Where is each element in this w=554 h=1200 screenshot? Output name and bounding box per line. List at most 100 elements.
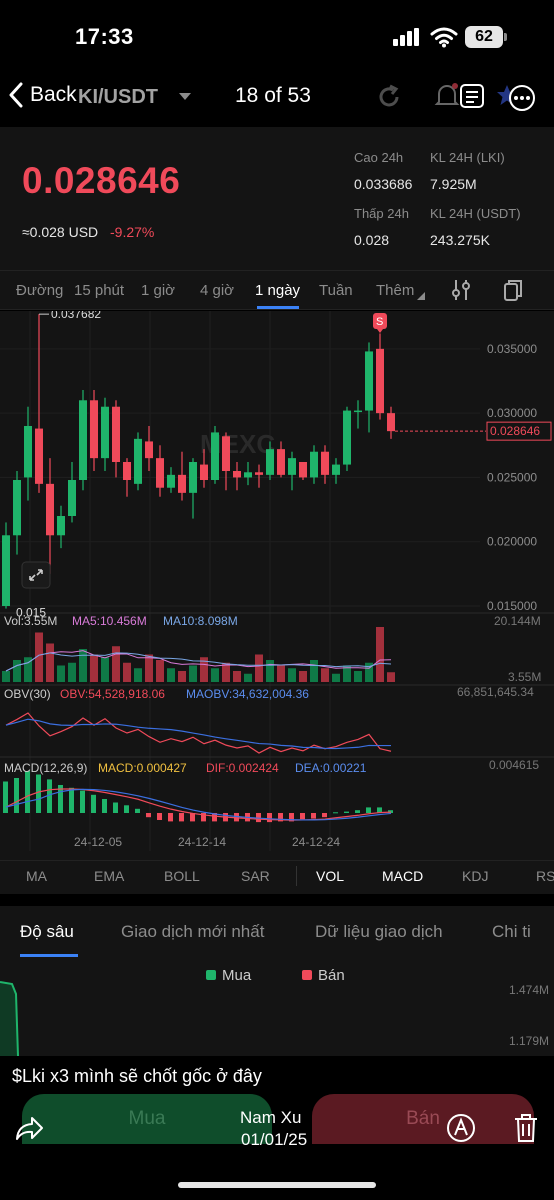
candle-body-13 xyxy=(145,441,153,459)
y-tick-1: 0.030000 xyxy=(487,406,537,420)
expand-icon[interactable] xyxy=(21,561,51,589)
settings-sliders-icon[interactable] xyxy=(451,279,471,301)
image-counter: 18 of 53 xyxy=(235,84,311,107)
macd-bar-17 xyxy=(190,813,195,822)
volume-bar-26 xyxy=(288,668,296,682)
tab-15m[interactable]: 15 phút xyxy=(74,282,125,299)
depth-tick-2: 1.179M xyxy=(509,1034,550,1048)
candle-body-9 xyxy=(101,406,109,459)
trash-icon[interactable] xyxy=(513,1113,539,1143)
dif-line xyxy=(5,788,392,821)
obv-top-tick: 66,851,645.34 xyxy=(457,685,534,699)
volume-bar-9 xyxy=(101,657,109,682)
x-tick-0: 24-12-05 xyxy=(74,835,122,849)
tab-latest-trades[interactable]: Giao dịch mới nhất xyxy=(121,922,265,941)
macd-bar-0 xyxy=(3,781,8,813)
ind-vol[interactable]: VOL xyxy=(316,868,345,884)
macd-bar-13 xyxy=(146,813,151,818)
candle-body-8 xyxy=(90,400,98,459)
macd-bar-7 xyxy=(80,790,85,813)
candle-body-15 xyxy=(167,474,175,488)
document-list-icon[interactable] xyxy=(458,82,486,110)
macd-bar-18 xyxy=(201,813,206,822)
ind-boll[interactable]: BOLL xyxy=(164,868,200,884)
ind-macd[interactable]: MACD xyxy=(382,868,424,884)
high-24h-label: Cao 24h xyxy=(354,150,404,165)
markup-icon[interactable] xyxy=(446,1113,476,1143)
candle-body-31 xyxy=(343,410,351,465)
sell-button[interactable]: Bán xyxy=(312,1094,534,1144)
obv-value: OBV:54,528,918.06 xyxy=(60,687,165,701)
y-tick-2: 0.025000 xyxy=(487,470,537,484)
macd-bar-10 xyxy=(113,802,118,813)
chevron-left-icon xyxy=(9,82,23,108)
more-options-icon[interactable] xyxy=(508,84,536,112)
candle-body-29 xyxy=(321,451,329,475)
timeframe-bar xyxy=(0,270,554,310)
ind-rsi[interactable]: RS xyxy=(536,868,554,884)
dif-value: DIF:0.002424 xyxy=(206,761,279,775)
refresh-icon[interactable] xyxy=(376,84,402,110)
ind-ema[interactable]: EMA xyxy=(94,868,125,884)
battery-indicator: 62 xyxy=(465,26,503,48)
tab-1h[interactable]: 1 giờ xyxy=(141,282,176,299)
vol-usdt-value: 243.275K xyxy=(430,232,490,248)
macd-bar-8 xyxy=(91,794,96,813)
caret-down-icon[interactable] xyxy=(178,92,192,102)
home-indicator[interactable] xyxy=(178,1182,376,1188)
tab-week[interactable]: Tuần xyxy=(319,282,353,299)
macd-bar-15 xyxy=(168,813,173,822)
macd-top-tick: 0.004615 xyxy=(489,758,540,772)
tab-4h[interactable]: 4 giờ xyxy=(200,282,235,299)
vol-lki-label: KL 24H (LKI) xyxy=(430,150,505,165)
volume-bar-21 xyxy=(233,671,241,682)
volume-bar-34 xyxy=(376,627,384,682)
x-tick-2: 24-12-24 xyxy=(292,835,340,849)
max-price-label: 0.037682 xyxy=(51,311,101,321)
candle-body-3 xyxy=(35,428,43,484)
vol-top-tick: 20.144M xyxy=(494,614,541,628)
volume-bar-8 xyxy=(90,654,98,682)
bell-icon[interactable] xyxy=(434,82,460,110)
macd-bar-12 xyxy=(135,808,140,813)
vol-ma10-line xyxy=(5,652,392,672)
candle-body-19 xyxy=(211,432,219,480)
tab-depth[interactable]: Độ sâu xyxy=(20,922,74,941)
candle-body-1 xyxy=(13,480,21,536)
tab-more[interactable]: Thêm xyxy=(376,282,415,299)
macd-bar-31 xyxy=(344,811,349,813)
sell-legend-swatch xyxy=(302,970,312,980)
x-tick-1: 24-12-14 xyxy=(178,835,226,849)
vol-ma5-line xyxy=(5,650,392,672)
tab-line[interactable]: Đường xyxy=(16,282,64,299)
y-tick-0: 0.035000 xyxy=(487,342,537,356)
volume-bar-16 xyxy=(178,671,186,682)
volume-bar-33 xyxy=(365,662,373,682)
candlestick-chart[interactable]: MEXC 0.0350000.0300000.0250000.0200000.0… xyxy=(0,311,554,860)
candle-body-7 xyxy=(79,400,87,480)
active-tab-indicator xyxy=(257,306,299,309)
candle-body-12 xyxy=(134,438,142,484)
volume-bar-25 xyxy=(277,665,285,682)
depth-chart xyxy=(0,981,19,1056)
tab-trade-data[interactable]: Dữ liệu giao dịch xyxy=(315,922,443,941)
trading-pair[interactable]: KI/USDT xyxy=(78,86,158,108)
ind-kdj[interactable]: KDJ xyxy=(462,868,489,884)
macd-bar-1 xyxy=(14,778,19,813)
macd-bar-33 xyxy=(366,807,371,813)
volume-bar-5 xyxy=(57,665,65,682)
volume-bar-2 xyxy=(24,657,32,682)
tab-1d[interactable]: 1 ngày xyxy=(255,282,301,299)
back-button[interactable]: Back xyxy=(8,82,77,108)
ind-ma[interactable]: MA xyxy=(26,868,47,884)
ind-sar[interactable]: SAR xyxy=(241,868,270,884)
volume-bar-20 xyxy=(222,662,230,682)
vol-title: Vol:3.55M xyxy=(4,614,58,628)
copy-icon[interactable] xyxy=(503,279,523,301)
macd-bar-16 xyxy=(179,813,184,822)
share-icon[interactable] xyxy=(14,1114,44,1142)
current-price-label: 0.028646 xyxy=(490,424,540,438)
tab-details[interactable]: Chi ti xyxy=(492,922,531,941)
buy-button[interactable]: Mua xyxy=(22,1094,272,1144)
price-change: -9.27% xyxy=(110,224,155,240)
